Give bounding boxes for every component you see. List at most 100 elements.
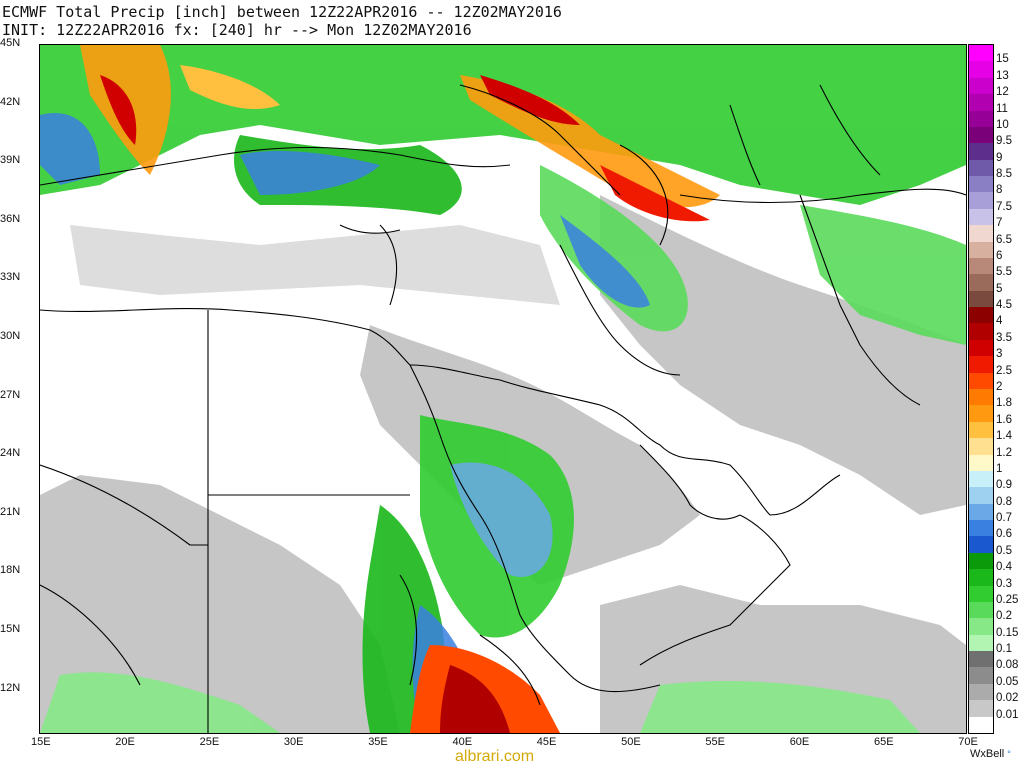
legend-swatch bbox=[969, 45, 993, 62]
legend-swatch bbox=[969, 667, 993, 685]
legend-label: 2.5 bbox=[996, 364, 1012, 377]
legend-swatch bbox=[969, 94, 993, 112]
legend-label: 11 bbox=[996, 102, 1008, 115]
lat-label: 21N bbox=[0, 505, 21, 518]
lon-label: 55E bbox=[705, 736, 725, 748]
map-title: ECMWF Total Precip [inch] between 12Z22A… bbox=[2, 3, 562, 21]
lat-label: 27N bbox=[0, 388, 21, 401]
legend-label: 0.1 bbox=[996, 643, 1012, 656]
legend-swatch bbox=[969, 487, 993, 505]
lat-label: 45N bbox=[0, 37, 21, 49]
legend-swatch bbox=[969, 110, 993, 128]
map-borders bbox=[40, 84, 966, 733]
legend-label: 0.02 bbox=[996, 692, 1019, 705]
legend-label: 3 bbox=[996, 348, 1003, 361]
legend-swatch bbox=[969, 421, 993, 439]
lon-label: 35E bbox=[368, 736, 388, 748]
lon-label: 15E bbox=[31, 736, 51, 748]
legend-swatch bbox=[969, 651, 993, 668]
wxbell-text: WxBell bbox=[970, 748, 1005, 760]
legend-swatch bbox=[969, 372, 993, 390]
legend-swatch bbox=[969, 536, 993, 554]
lat-label: 30N bbox=[0, 330, 21, 342]
lat-label: 39N bbox=[0, 154, 21, 167]
legend-label: 0.08 bbox=[996, 659, 1019, 672]
legend-swatch bbox=[969, 454, 993, 472]
legend-swatch bbox=[969, 159, 993, 177]
legend-label: 8 bbox=[996, 184, 1003, 197]
legend-swatch bbox=[969, 552, 993, 570]
legend-swatch bbox=[969, 389, 993, 406]
legend-swatch bbox=[969, 225, 993, 243]
legend-swatch bbox=[969, 274, 993, 292]
legend-label: 0.5 bbox=[996, 544, 1012, 557]
legend-label: 10 bbox=[996, 118, 1009, 131]
legend-label: 6 bbox=[996, 249, 1003, 262]
lon-label: 60E bbox=[789, 736, 810, 748]
legend-label: 0.2 bbox=[996, 610, 1012, 623]
legend-swatch bbox=[969, 323, 993, 341]
legend-swatch bbox=[969, 585, 993, 603]
lon-label: 25E bbox=[199, 736, 220, 748]
lat-label: 33N bbox=[0, 271, 21, 284]
color-legend bbox=[968, 44, 994, 734]
legend-label: 4 bbox=[996, 315, 1003, 328]
watermark-text: albrari.com bbox=[455, 748, 535, 765]
legend-label: 1 bbox=[996, 462, 1003, 475]
legend-label: 1.4 bbox=[996, 430, 1012, 443]
legend-swatch bbox=[969, 192, 993, 210]
legend-swatch bbox=[969, 470, 993, 488]
legend-label: 0.25 bbox=[996, 593, 1019, 606]
legend-swatch bbox=[969, 601, 993, 619]
precipitation-map[interactable] bbox=[39, 44, 967, 734]
lat-label: 15N bbox=[0, 623, 21, 635]
lon-label: 50E bbox=[621, 736, 641, 748]
legend-label: 1.2 bbox=[996, 446, 1012, 459]
lon-label: 40E bbox=[452, 736, 473, 748]
precip-field bbox=[40, 45, 966, 733]
lon-label: 30E bbox=[283, 736, 304, 748]
lon-label: 45E bbox=[536, 736, 557, 748]
wxbell-dot-icon: ° bbox=[1007, 749, 1011, 759]
legend-swatch bbox=[969, 126, 993, 144]
legend-label: 5.5 bbox=[996, 266, 1012, 279]
legend-swatch bbox=[969, 241, 993, 259]
legend-label: 4.5 bbox=[996, 299, 1012, 312]
legend-swatch bbox=[969, 503, 993, 521]
lon-label: 20E bbox=[115, 736, 135, 748]
legend-label: 0.8 bbox=[996, 495, 1012, 508]
legend-label: 12 bbox=[996, 86, 1009, 99]
lat-label: 42N bbox=[0, 95, 21, 108]
legend-swatch bbox=[969, 520, 993, 537]
legend-label: 0.15 bbox=[996, 626, 1019, 639]
legend-swatch bbox=[969, 405, 993, 423]
legend-label: 13 bbox=[996, 69, 1009, 82]
legend-label: 0.7 bbox=[996, 512, 1012, 525]
legend-swatch bbox=[969, 634, 993, 652]
legend-label: 7.5 bbox=[996, 200, 1012, 213]
lon-label: 65E bbox=[874, 736, 894, 748]
legend-label: 0.05 bbox=[996, 675, 1019, 688]
legend-swatch bbox=[969, 356, 993, 374]
legend-label: 7 bbox=[996, 217, 1003, 230]
legend-label: 0.6 bbox=[996, 528, 1012, 541]
map-subtitle: INIT: 12Z22APR2016 fx: [240] hr --> Mon … bbox=[2, 21, 472, 39]
legend-swatch bbox=[969, 143, 993, 161]
legend-swatch bbox=[969, 77, 993, 95]
legend-label: 1.6 bbox=[996, 413, 1012, 426]
lon-label: 70E bbox=[958, 736, 978, 748]
legend-swatch bbox=[969, 208, 993, 226]
legend-label: 15 bbox=[996, 53, 1009, 66]
legend-swatch bbox=[969, 307, 993, 324]
legend-label: 2 bbox=[996, 381, 1003, 393]
legend-label: 9 bbox=[996, 151, 1003, 164]
wxbell-logo: WxBell ° bbox=[970, 748, 1011, 760]
legend-swatch bbox=[969, 339, 993, 357]
legend-swatch bbox=[969, 700, 993, 718]
legend-swatch bbox=[969, 176, 993, 193]
legend-label: 1.8 bbox=[996, 397, 1012, 410]
lat-label: 12N bbox=[0, 681, 21, 694]
legend-swatch bbox=[969, 716, 993, 734]
legend-label: 0.9 bbox=[996, 479, 1012, 492]
lat-label: 36N bbox=[0, 212, 21, 225]
